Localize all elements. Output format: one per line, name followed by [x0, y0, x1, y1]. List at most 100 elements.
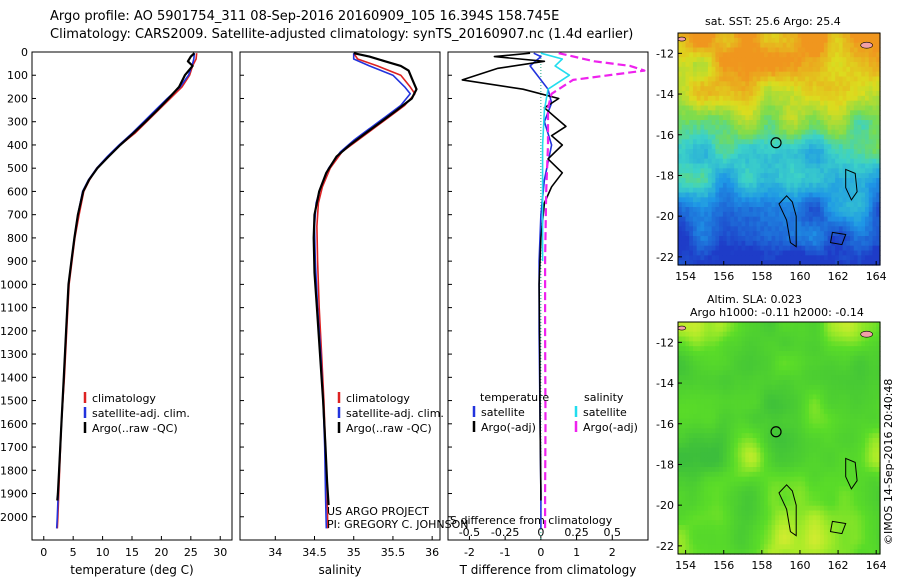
sst-map-cell	[857, 173, 862, 179]
sst-map-cell	[730, 187, 735, 194]
sla-map-cell	[812, 462, 818, 468]
sst-map-cell	[722, 226, 728, 232]
sla-map-cell	[692, 428, 698, 434]
sst-map-cell	[689, 240, 694, 247]
sst-map-cell	[685, 124, 690, 131]
sst-map-cell	[823, 240, 829, 247]
sst-map-cell	[827, 192, 832, 198]
sst-map-cell	[805, 124, 810, 131]
sla-map-cell	[808, 457, 814, 463]
sla-map-cell	[775, 476, 780, 483]
sst-map-cell	[715, 202, 720, 208]
sst-map-cell	[730, 221, 735, 227]
sla-map-cell	[823, 457, 829, 463]
sst-map-cell	[846, 124, 851, 131]
sst-map-cell	[767, 100, 773, 107]
sla-map-cell	[764, 365, 769, 371]
sst-map-cell	[853, 192, 859, 198]
sst-map-cell	[745, 134, 750, 140]
sst-map-cell	[760, 110, 765, 116]
sla-map-cell	[827, 399, 832, 405]
sst-map-cell	[726, 255, 731, 261]
sla-map-cell	[741, 365, 746, 371]
sst-map-cell	[835, 139, 840, 145]
sla-map-cell	[734, 500, 739, 507]
sla-map-cell	[704, 355, 709, 362]
sst-map-cell	[722, 245, 728, 252]
sst-map-cell	[801, 37, 806, 44]
sla-map-cell	[715, 500, 720, 507]
sst-map-cell	[812, 91, 818, 97]
sla-map-cell	[756, 384, 761, 391]
sst-map-cell	[838, 158, 844, 165]
sla-map-cell	[846, 438, 851, 444]
sla-map-cell	[835, 525, 840, 531]
sst-map-cell	[678, 178, 683, 184]
sla-map-cell	[797, 529, 803, 536]
sst-map-cell	[692, 187, 698, 194]
sst-map-cell	[805, 81, 810, 87]
sla-map-cell	[786, 544, 791, 550]
sla-map-cell	[715, 481, 720, 487]
sst-map-cell	[760, 236, 765, 242]
sla-map-cell	[812, 365, 818, 371]
sla-map-cell	[786, 496, 791, 502]
sst-map-cell	[745, 187, 750, 194]
sst-map-cell	[823, 221, 829, 227]
sst-map-cell	[749, 202, 754, 208]
sst-map-cell	[722, 182, 728, 189]
sst-map-cell	[816, 211, 821, 218]
sst-map-cell	[678, 149, 683, 155]
sla-map-cell	[719, 467, 724, 473]
sst-map-cell	[831, 144, 836, 150]
sst-map-cell	[756, 173, 761, 179]
sla-map-cell	[696, 346, 702, 352]
sla-map-cell	[734, 476, 739, 483]
sst-map-cell	[711, 255, 717, 261]
sst-map-cell	[771, 153, 776, 160]
sla-map-cell	[835, 438, 840, 444]
sla-map-cell	[737, 399, 743, 405]
sla-map-cell	[775, 370, 780, 376]
sst-map-cell	[876, 134, 881, 140]
sla-map-cell	[782, 486, 788, 492]
sst-map-cell	[846, 211, 851, 218]
sst-map-cell	[771, 197, 776, 203]
sst-map-cell	[868, 245, 874, 252]
sst-map-cell	[707, 139, 713, 145]
sla-map-cell	[812, 515, 818, 521]
sla-map-cell	[752, 326, 758, 333]
sla-map-cell	[779, 341, 784, 347]
sla-map-cell	[737, 496, 743, 502]
sst-map-cell	[711, 207, 717, 213]
sla-map-cell	[779, 331, 784, 338]
sla-map-cell	[741, 389, 746, 396]
sst-map-cell	[820, 100, 825, 107]
sla-map-cell	[719, 409, 724, 415]
sla-map-cell	[812, 442, 818, 449]
sla-map-cell	[711, 471, 717, 478]
sst-map-cell	[823, 187, 829, 194]
sla-map-cell	[812, 529, 818, 536]
sst-map-cell	[846, 226, 851, 232]
sla-map-cell	[726, 447, 731, 454]
sst-map-cell	[745, 81, 750, 87]
sla-map-cell	[823, 380, 829, 386]
sla-map-cell	[756, 500, 761, 507]
sla-map-cell	[685, 365, 690, 371]
sst-map-cell	[711, 91, 717, 97]
sst-map-cell	[827, 129, 832, 136]
sla-map-cell	[685, 360, 690, 367]
sla-map-cell	[749, 544, 754, 550]
sla-map-cell	[737, 481, 743, 487]
sst-map-cell	[771, 57, 776, 63]
sst-map-cell	[853, 236, 859, 242]
sla-map-cell	[797, 355, 803, 362]
sst-map-cell	[726, 95, 731, 102]
sla-map-cell	[689, 544, 694, 550]
sla-map-cell	[779, 500, 784, 507]
sst-map-cell	[865, 231, 870, 237]
sla-map-cell	[734, 471, 739, 478]
sst-map-cell	[749, 187, 754, 194]
sst-map-cell	[827, 245, 832, 252]
